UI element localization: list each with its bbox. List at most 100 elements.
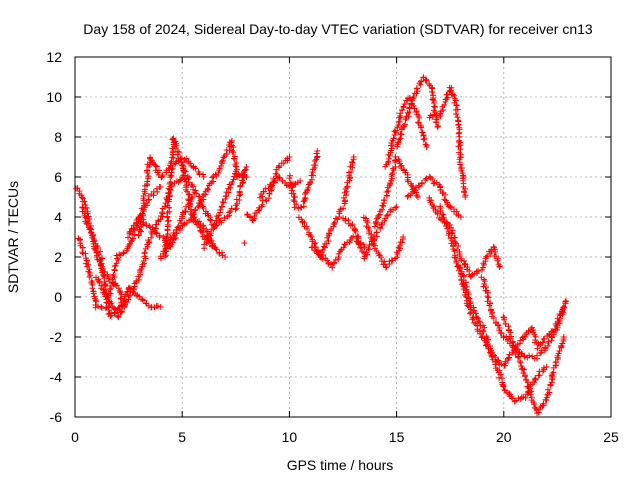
data-point	[154, 169, 161, 176]
data-point	[421, 135, 428, 142]
data-point	[164, 202, 171, 209]
data-point	[365, 245, 372, 252]
data-point	[498, 330, 505, 337]
data-point	[273, 171, 280, 178]
data-point	[415, 119, 422, 126]
data-point	[215, 212, 222, 219]
data-point	[325, 237, 332, 244]
data-point	[540, 364, 547, 371]
data-point	[452, 254, 459, 261]
data-point	[187, 160, 194, 167]
data-point	[492, 361, 499, 368]
data-point	[189, 194, 196, 200]
data-point	[474, 315, 481, 322]
y-tick-label: 4	[54, 209, 62, 225]
data-point	[560, 334, 567, 340]
data-point	[181, 208, 188, 215]
data-point	[95, 251, 102, 258]
data-point	[82, 250, 89, 257]
data-point	[388, 171, 395, 178]
data-point	[131, 280, 138, 287]
data-point	[408, 182, 415, 189]
data-point	[115, 256, 122, 263]
data-point	[534, 352, 541, 359]
data-point	[369, 235, 376, 242]
data-point	[127, 228, 134, 235]
data-point	[290, 190, 297, 197]
data-point	[507, 329, 514, 336]
data-point	[543, 364, 550, 370]
data-point	[229, 179, 236, 186]
x-tick-label: 20	[496, 429, 512, 445]
data-point	[308, 233, 315, 240]
data-point	[391, 128, 398, 135]
data-point	[247, 213, 254, 220]
data-point	[81, 198, 88, 205]
data-point	[331, 259, 338, 266]
y-tick-label: -6	[50, 409, 63, 425]
data-point	[416, 114, 423, 121]
data-point	[106, 278, 113, 285]
data-point	[88, 229, 95, 236]
data-point	[106, 307, 113, 314]
data-point	[494, 321, 501, 328]
data-point	[213, 172, 220, 179]
x-axis-label: GPS time / hours	[287, 457, 394, 473]
data-point	[311, 158, 318, 165]
data-point	[121, 303, 128, 310]
data-point	[195, 221, 202, 228]
data-point	[146, 223, 153, 230]
data-point	[375, 212, 382, 219]
data-point	[242, 166, 249, 173]
data-point	[144, 178, 151, 185]
data-point	[446, 221, 453, 228]
data-point	[230, 149, 237, 156]
data-point	[546, 331, 553, 338]
x-tick-labels: 0 5 10 15 20 25	[71, 429, 619, 445]
data-point	[144, 167, 151, 174]
data-point	[546, 389, 553, 396]
data-point	[386, 155, 393, 162]
data-point	[534, 345, 541, 352]
data-point	[361, 244, 368, 250]
data-point	[562, 298, 569, 304]
data-point	[167, 172, 174, 179]
y-tick-label: 10	[46, 89, 62, 105]
data-point	[157, 184, 164, 190]
data-point	[402, 121, 409, 128]
data-point	[544, 342, 551, 349]
data-point	[430, 180, 437, 187]
data-point	[415, 194, 422, 200]
data-point	[159, 173, 166, 180]
data-point	[145, 173, 152, 180]
data-point	[500, 314, 507, 321]
data-point	[374, 215, 381, 222]
data-point	[473, 268, 480, 275]
data-point	[345, 217, 352, 224]
y-tick-label: 2	[54, 249, 62, 265]
data-point	[241, 167, 248, 174]
data-point	[276, 174, 283, 181]
data-point	[415, 182, 422, 189]
data-point	[475, 267, 482, 274]
data-point	[397, 239, 404, 246]
data-point	[153, 230, 160, 237]
data-point	[107, 313, 114, 320]
data-point	[435, 123, 442, 130]
data-point	[457, 161, 464, 168]
data-point	[84, 221, 91, 228]
data-point	[200, 225, 207, 232]
data-point	[381, 197, 388, 204]
data-point	[429, 113, 436, 120]
x-tick-label: 5	[178, 429, 186, 445]
data-point	[437, 186, 444, 193]
data-point	[218, 203, 225, 210]
data-point	[87, 225, 94, 232]
data-point	[480, 328, 487, 335]
data-point	[186, 192, 193, 199]
data-point	[433, 119, 440, 126]
data-point	[137, 227, 144, 234]
data-point	[500, 383, 507, 390]
data-point	[166, 193, 173, 200]
